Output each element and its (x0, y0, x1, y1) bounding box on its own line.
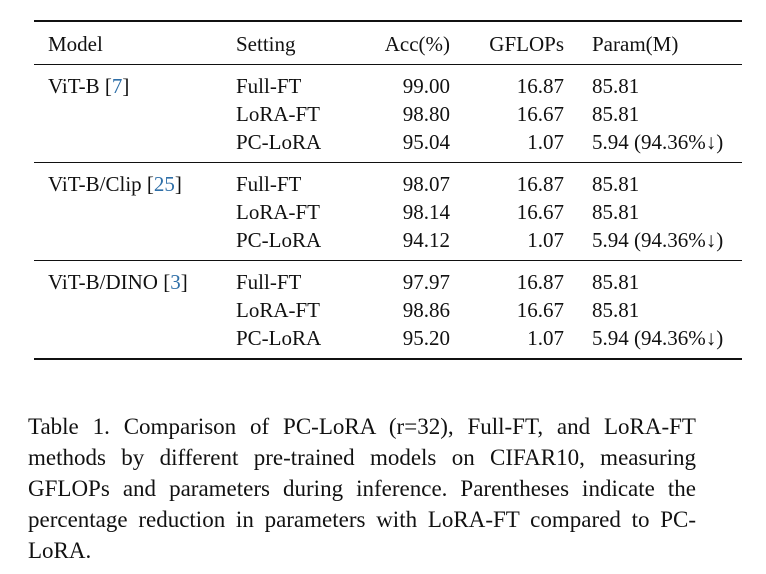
model-group-vit-b: ViT-B [7] Full-FT 99.00 16.87 85.81 LoRA… (34, 65, 742, 163)
gflops-cell: 16.87 (516, 270, 564, 294)
table-caption: Table 1. Comparison of PC-LoRA (r=32), F… (28, 411, 696, 566)
gflops-cell: 1.07 (527, 228, 564, 252)
citation-link[interactable]: 3 (170, 270, 181, 294)
param-cell: 5.94 (94.36%↓) (592, 326, 724, 350)
table-row: ViT-B [7] Full-FT 99.00 16.87 85.81 (34, 65, 742, 101)
header-row: Model Setting Acc(%) GFLOPs Param(M) (34, 21, 742, 65)
setting-cell: LoRA-FT (236, 200, 320, 224)
table-row: LoRA-FT 98.80 16.67 85.81 (34, 100, 742, 128)
citation-link[interactable]: 7 (111, 74, 123, 98)
model-cell: ViT-B [7] (48, 74, 130, 98)
param-cell: 5.94 (94.36%↓) (592, 228, 724, 252)
gflops-cell: 16.87 (516, 74, 564, 98)
results-table: Model Setting Acc(%) GFLOPs Param(M) ViT… (34, 20, 742, 360)
model-name: ViT-B (48, 74, 100, 98)
setting-cell: PC-LoRA (236, 130, 322, 154)
param-cell: 85.81 (592, 298, 640, 322)
gflops-cell: 16.87 (516, 172, 564, 196)
gflops-cell: 1.07 (527, 130, 564, 154)
gflops-cell: 1.07 (527, 326, 564, 350)
setting-cell: LoRA-FT (236, 102, 320, 126)
setting-cell: PC-LoRA (236, 326, 322, 350)
gflops-cell: 16.67 (516, 298, 564, 322)
table-header: Model Setting Acc(%) GFLOPs Param(M) (34, 21, 742, 65)
table-row: PC-LoRA 94.12 1.07 5.94 (94.36%↓) (34, 226, 742, 261)
citation-link[interactable]: 25 (153, 172, 175, 196)
table-row: ViT-B/Clip [25] Full-FT 98.07 16.87 85.8… (34, 163, 742, 199)
acc-cell: 95.20 (402, 326, 450, 350)
acc-cell: 97.97 (402, 270, 450, 294)
model-group-vit-b-dino: ViT-B/DINO [3] Full-FT 97.97 16.87 85.81… (34, 261, 742, 360)
header-model: Model (48, 32, 103, 56)
setting-cell: Full-FT (236, 172, 302, 196)
table-row: ViT-B/DINO [3] Full-FT 97.97 16.87 85.81 (34, 261, 742, 297)
setting-cell: Full-FT (236, 270, 302, 294)
param-cell: 85.81 (592, 270, 640, 294)
results-table-container: Model Setting Acc(%) GFLOPs Param(M) ViT… (34, 20, 742, 360)
setting-cell: Full-FT (236, 74, 302, 98)
header-param: Param(M) (592, 32, 679, 56)
acc-cell: 98.80 (402, 102, 450, 126)
header-gflops: GFLOPs (489, 32, 564, 56)
acc-cell: 98.07 (402, 172, 450, 196)
table-row: LoRA-FT 98.14 16.67 85.81 (34, 198, 742, 226)
model-group-vit-b-clip: ViT-B/Clip [25] Full-FT 98.07 16.87 85.8… (34, 163, 742, 261)
table-row: LoRA-FT 98.86 16.67 85.81 (34, 296, 742, 324)
model-name: ViT-B/Clip (48, 172, 142, 196)
param-cell: 85.81 (592, 172, 640, 196)
caption-label: Table 1. (28, 414, 110, 439)
model-name: ViT-B/DINO (48, 270, 158, 294)
acc-cell: 94.12 (402, 228, 450, 252)
model-cell: ViT-B/Clip [25] (48, 172, 182, 196)
acc-cell: 98.14 (402, 200, 450, 224)
header-acc: Acc(%) (384, 32, 450, 56)
table-row: PC-LoRA 95.20 1.07 5.94 (94.36%↓) (34, 324, 742, 359)
acc-cell: 99.00 (402, 74, 450, 98)
param-cell: 85.81 (592, 74, 640, 98)
header-setting: Setting (236, 32, 296, 56)
caption-text: Comparison of PC-LoRA (r=32), Full-FT, a… (28, 414, 696, 563)
setting-cell: PC-LoRA (236, 228, 322, 252)
acc-cell: 95.04 (402, 130, 450, 154)
acc-cell: 98.86 (402, 298, 450, 322)
setting-cell: LoRA-FT (236, 298, 320, 322)
param-cell: 85.81 (592, 102, 640, 126)
table-row: PC-LoRA 95.04 1.07 5.94 (94.36%↓) (34, 128, 742, 163)
gflops-cell: 16.67 (516, 200, 564, 224)
gflops-cell: 16.67 (516, 102, 564, 126)
model-cell: ViT-B/DINO [3] (48, 270, 188, 294)
param-cell: 5.94 (94.36%↓) (592, 130, 724, 154)
param-cell: 85.81 (592, 200, 640, 224)
